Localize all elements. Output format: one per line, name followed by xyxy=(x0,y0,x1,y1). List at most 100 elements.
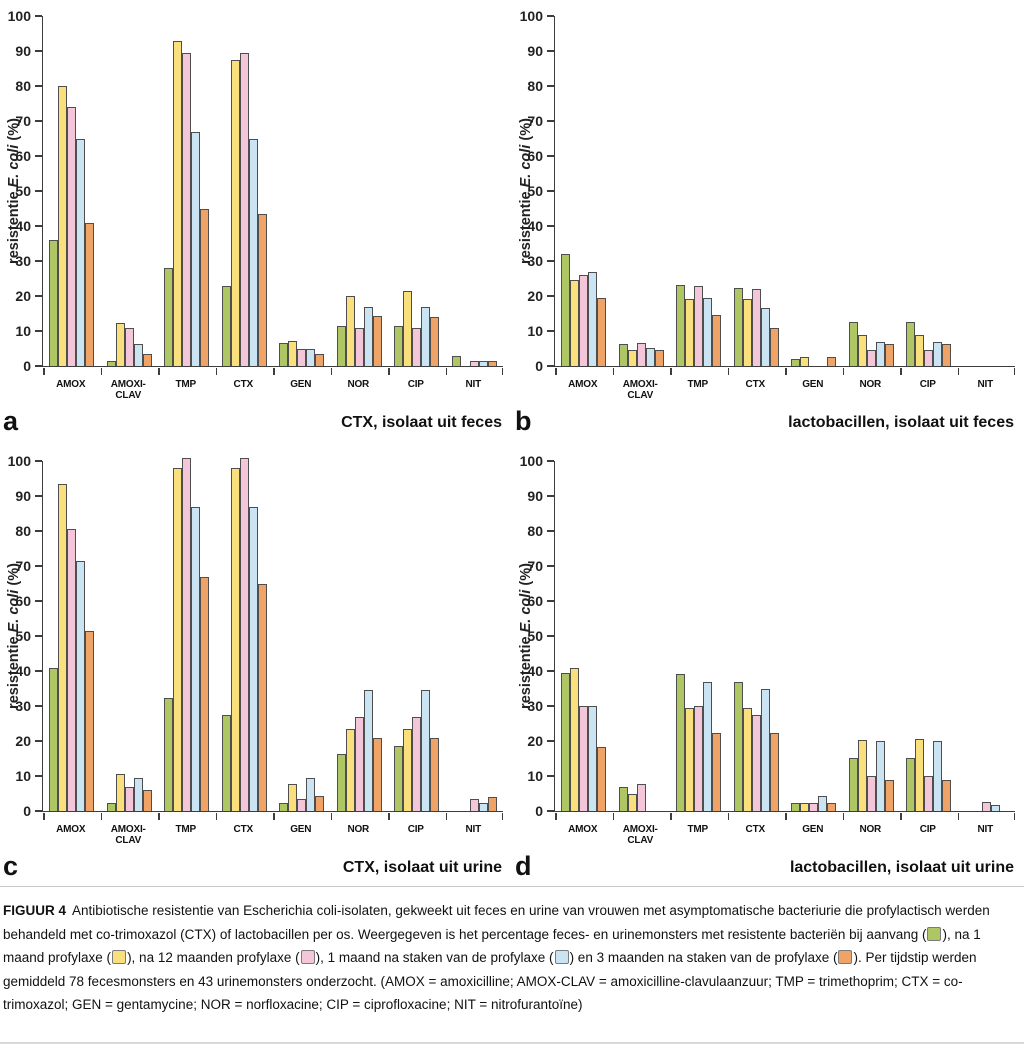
chart-panel-c: resistentie E. coli (%) 0 10 20 30 40 50 60 70 8… xyxy=(0,430,512,880)
panel-footer: c CTX, isolaat uit urine xyxy=(3,853,502,880)
bar xyxy=(857,739,867,811)
y-tick-label: 20 xyxy=(527,733,543,749)
bar xyxy=(487,361,497,366)
bar-group-AMOX xyxy=(555,16,613,366)
bar xyxy=(430,317,440,366)
x-tick xyxy=(1013,812,1015,820)
x-tick xyxy=(957,812,959,820)
panel-title: lactobacillen, isolaat uit feces xyxy=(788,414,1014,431)
x-category-label: AMOX xyxy=(56,379,86,390)
bar-group-NOR xyxy=(331,461,389,811)
x-axis-labels: AMOX AMOXI-CLAV TMP CTX GEN NOR CIP NIT xyxy=(42,824,502,846)
bar xyxy=(412,716,422,811)
y-tick-label: 10 xyxy=(527,768,543,784)
x-tick xyxy=(670,812,672,820)
x-tick xyxy=(215,367,217,375)
bar-group-GEN xyxy=(785,16,843,366)
bar-group-AMOX xyxy=(43,461,101,811)
x-category-label: NIT xyxy=(977,824,993,835)
bar xyxy=(884,779,894,811)
bar xyxy=(751,289,761,366)
bar xyxy=(915,334,925,366)
x-tick xyxy=(388,367,390,375)
y-tick-label: 0 xyxy=(23,803,31,819)
bar xyxy=(685,298,695,366)
bar xyxy=(769,732,779,811)
bar xyxy=(191,131,201,366)
x-category-label: TMP xyxy=(687,379,708,390)
y-tick-label: 40 xyxy=(15,218,31,234)
bar xyxy=(58,483,68,811)
bar xyxy=(694,285,704,366)
bar xyxy=(76,561,86,811)
x-tick xyxy=(158,812,160,820)
bar-group-NOR xyxy=(331,16,389,366)
bar xyxy=(200,208,210,366)
chart-panel-a: resistentie E. coli (%) 0 10 20 30 40 50 60 70 8… xyxy=(0,0,512,435)
y-tick-label: 60 xyxy=(527,148,543,164)
bar xyxy=(676,284,686,366)
y-tick-mark xyxy=(35,190,42,192)
bar xyxy=(49,667,59,811)
bar xyxy=(124,327,134,366)
y-tick-mark xyxy=(547,600,554,602)
y-tick-mark xyxy=(547,225,554,227)
x-tick xyxy=(215,812,217,820)
x-tick xyxy=(555,812,557,820)
bar-group-CTX xyxy=(216,16,274,366)
bar xyxy=(703,298,713,366)
bar xyxy=(942,779,952,811)
x-tick xyxy=(100,812,102,820)
y-tick-label: 60 xyxy=(527,593,543,609)
bar xyxy=(248,138,258,366)
bar xyxy=(345,296,355,366)
x-axis-labels: AMOX AMOXI-CLAV TMP CTX GEN NOR CIP NIT xyxy=(554,824,1014,846)
x-category-label: GEN xyxy=(290,379,312,390)
x-tick xyxy=(501,812,503,820)
bar xyxy=(478,802,488,811)
bar xyxy=(570,280,580,366)
bar xyxy=(848,757,858,811)
bar xyxy=(597,747,607,811)
y-tick-label: 100 xyxy=(7,8,31,24)
bar xyxy=(191,506,201,811)
y-tick-label: 60 xyxy=(15,148,31,164)
x-tick xyxy=(158,367,160,375)
x-category-label: AMOXI-CLAV xyxy=(110,824,146,846)
x-tick xyxy=(330,367,332,375)
bar-group-NIT xyxy=(446,461,504,811)
x-tick xyxy=(43,367,45,375)
bar xyxy=(288,783,298,811)
y-tick-mark xyxy=(35,330,42,332)
bar xyxy=(173,468,183,811)
y-tick-label: 10 xyxy=(527,323,543,339)
bar xyxy=(742,298,752,366)
bar-group-CIP xyxy=(900,16,958,366)
x-category-label: GEN xyxy=(802,824,824,835)
bar-group-AMOXI-CLAV xyxy=(613,16,671,366)
y-tick-label: 70 xyxy=(15,113,31,129)
y-tick-label: 50 xyxy=(527,183,543,199)
y-tick-label: 20 xyxy=(15,288,31,304)
bar xyxy=(306,349,316,366)
bar xyxy=(866,776,876,811)
bar xyxy=(561,673,571,811)
bar-group-AMOX xyxy=(555,461,613,811)
blue-legend-swatch-icon xyxy=(554,950,569,964)
y-tick-mark xyxy=(35,600,42,602)
bar xyxy=(403,729,413,811)
bar xyxy=(288,340,298,366)
y-tick-label: 70 xyxy=(527,113,543,129)
panel-footer: a CTX, isolaat uit feces xyxy=(3,408,502,435)
y-tick-mark xyxy=(35,705,42,707)
bar xyxy=(760,689,770,811)
y-tick-mark xyxy=(547,50,554,52)
bar-group-NOR xyxy=(843,16,901,366)
bars xyxy=(43,16,503,366)
bar xyxy=(363,690,373,811)
bar xyxy=(297,349,307,366)
bar-group-GEN xyxy=(273,461,331,811)
y-tick-mark xyxy=(35,460,42,462)
y-tick-mark xyxy=(35,530,42,532)
y-tick-mark xyxy=(35,565,42,567)
